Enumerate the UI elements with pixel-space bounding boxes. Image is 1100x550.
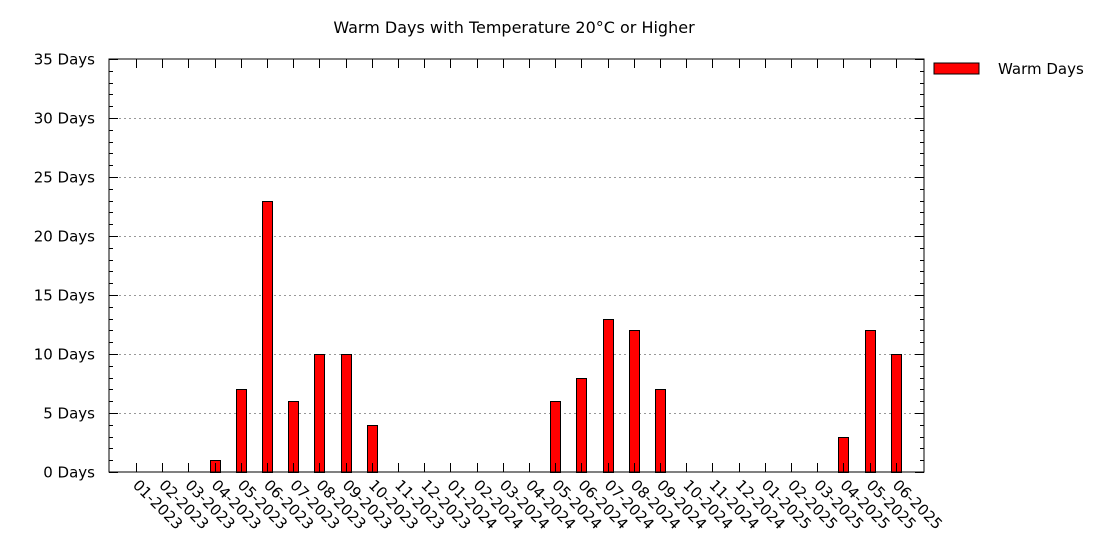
bar-07-2024 — [603, 319, 614, 473]
y-tick-label: 15 Days — [34, 287, 95, 305]
bar-05-2023 — [236, 389, 247, 473]
bar-05-2025 — [865, 330, 876, 473]
y-tick-label: 25 Days — [34, 169, 95, 187]
bar-08-2024 — [629, 330, 640, 473]
plot-frame — [108, 58, 925, 473]
chart-title: Warm Days with Temperature 20°C or Highe… — [333, 18, 695, 37]
y-tick-label: 30 Days — [34, 110, 95, 128]
y-tick-label: 0 Days — [43, 464, 95, 482]
legend: Warm Days — [933, 60, 1084, 78]
y-tick-label: 20 Days — [34, 228, 95, 246]
x-axis-tick-labels: 01-202302-202303-202304-202305-202306-20… — [129, 476, 946, 533]
legend-label-warm-days: Warm Days — [998, 60, 1084, 78]
legend-swatch-warm-days — [933, 62, 980, 75]
bar-08-2023 — [314, 354, 325, 473]
axis-ticks — [109, 59, 924, 473]
bar-05-2024 — [550, 401, 561, 473]
bar-06-2023 — [262, 201, 273, 473]
bar-09-2024 — [655, 389, 666, 473]
y-tick-label: 5 Days — [43, 405, 95, 423]
bar-07-2023 — [288, 401, 299, 473]
bar-06-2025 — [891, 354, 902, 473]
bar-06-2024 — [576, 378, 587, 473]
y-tick-label: 35 Days — [34, 51, 95, 69]
y-tick-label: 10 Days — [34, 346, 95, 364]
bar-09-2023 — [341, 354, 352, 473]
y-axis-tick-labels: 0 Days 5 Days 10 Days 15 Days 20 Days 25 Days… — [34, 51, 95, 482]
